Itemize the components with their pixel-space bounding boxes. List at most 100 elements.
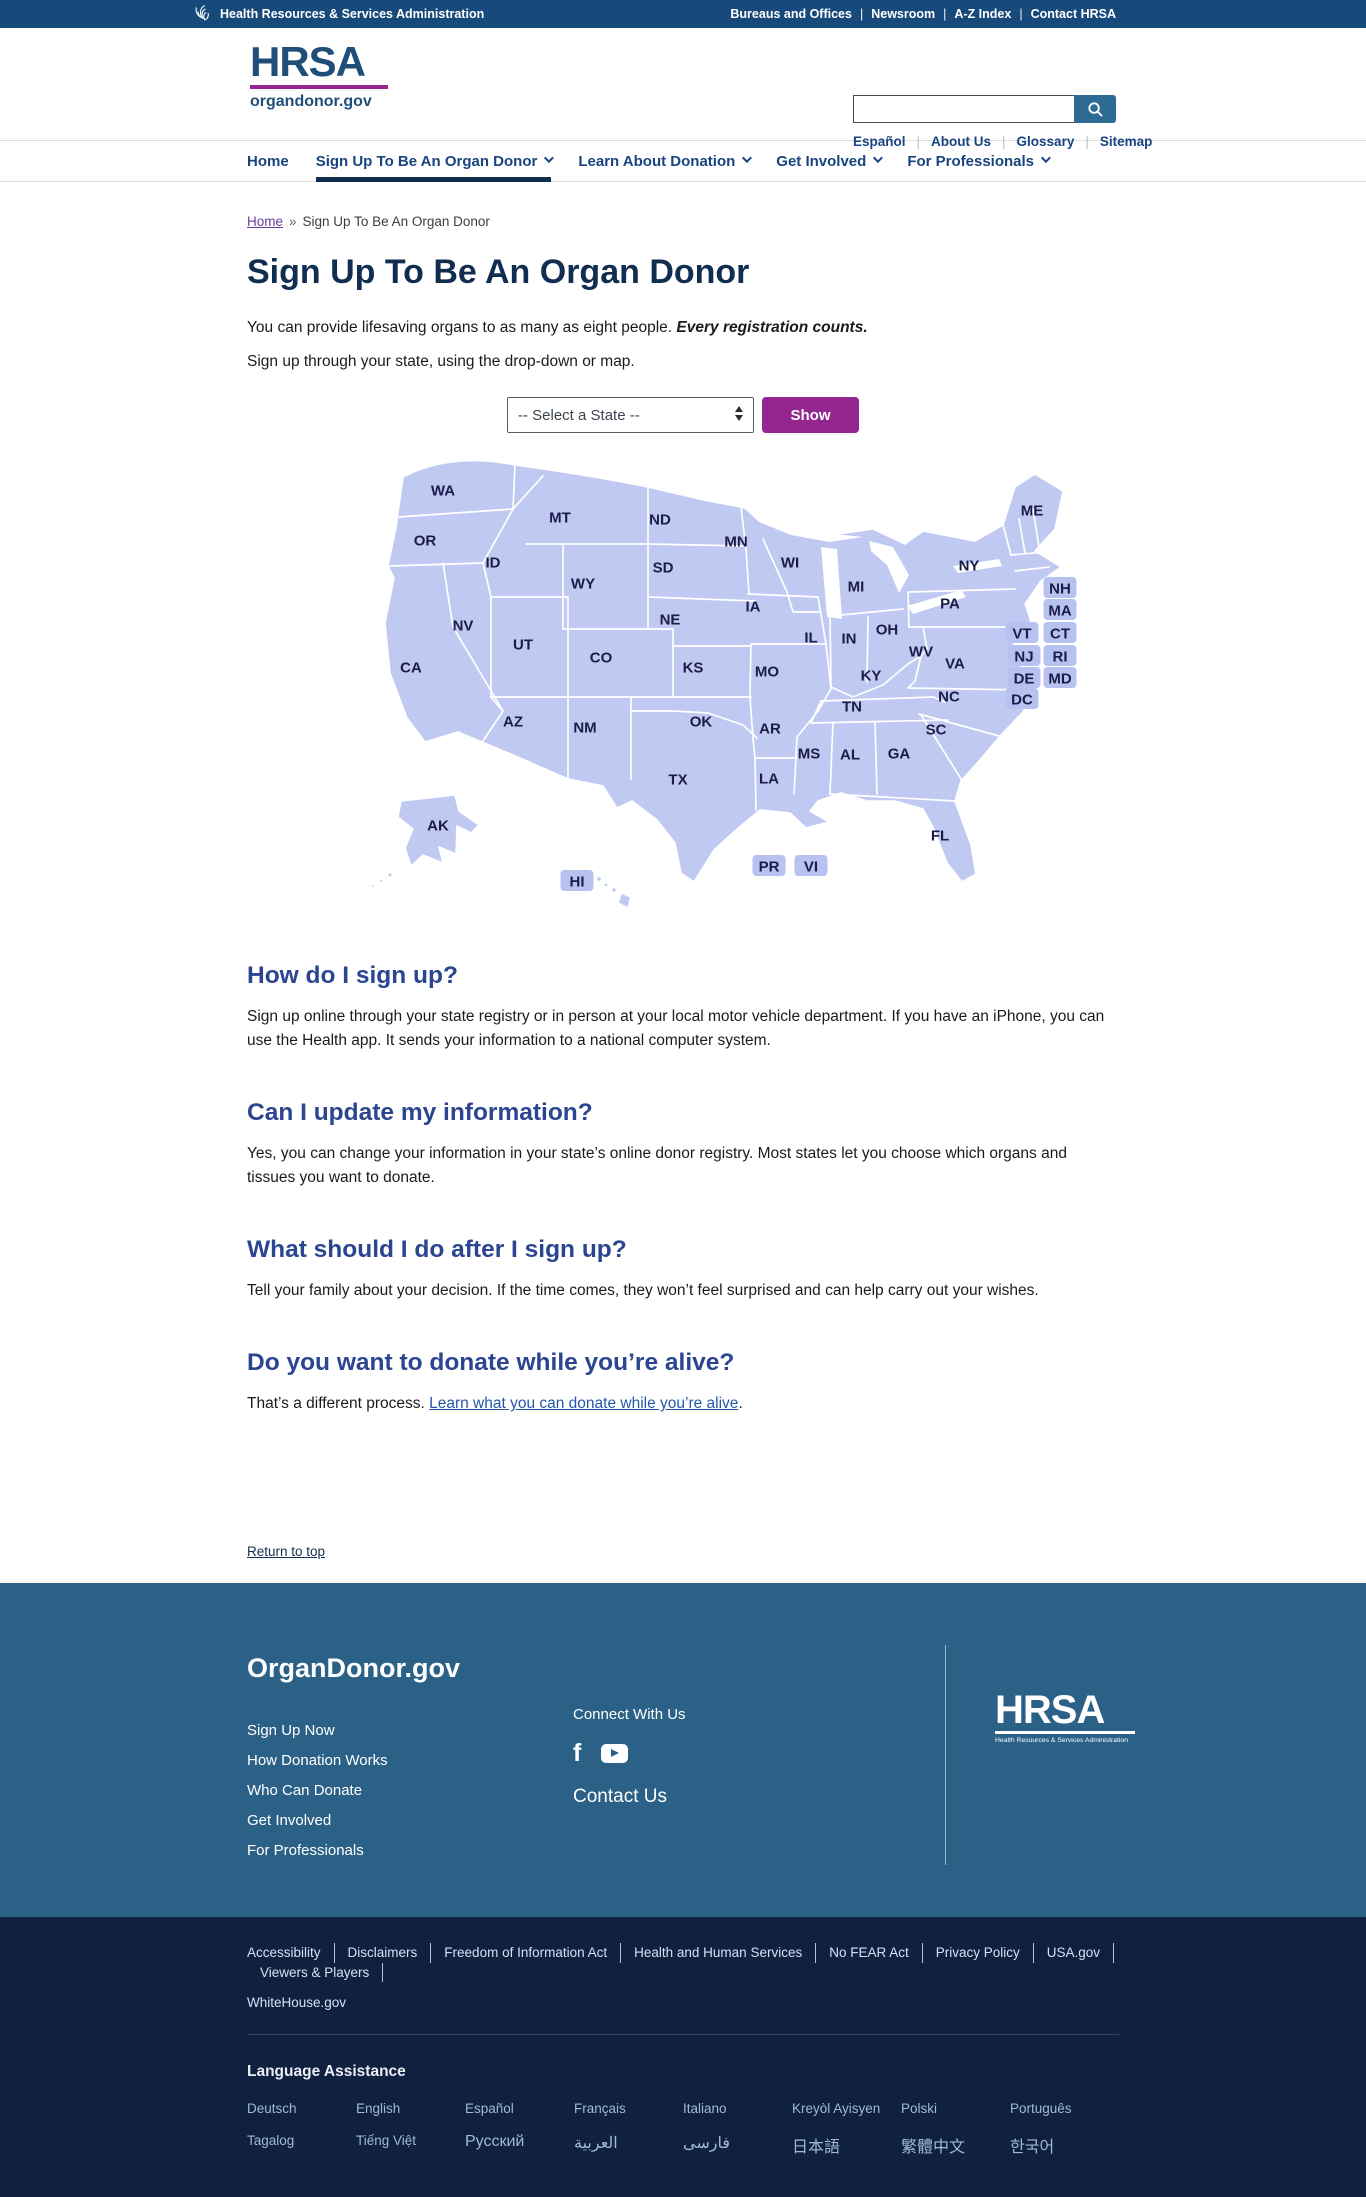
show-button[interactable]: Show	[762, 397, 859, 434]
state-FL[interactable]: FL	[931, 828, 949, 845]
state-VT[interactable]: VT	[1005, 622, 1039, 644]
state-ID[interactable]: ID	[486, 555, 501, 572]
state-NH[interactable]: NH	[1043, 577, 1077, 599]
footer-link-how-donation-works[interactable]: How Donation Works	[247, 1752, 388, 1770]
state-MI[interactable]: MI	[848, 579, 865, 596]
state-IA[interactable]: IA	[746, 599, 761, 616]
language-link-11[interactable]: العربية	[574, 2135, 618, 2153]
state-AL[interactable]: AL	[840, 747, 860, 764]
state-PR[interactable]: PR	[752, 855, 786, 877]
state-OR[interactable]: OR	[414, 533, 437, 550]
search-button[interactable]	[1074, 95, 1116, 123]
state-PA[interactable]: PA	[940, 596, 960, 613]
contact-us-link[interactable]: Contact Us	[573, 1786, 667, 1808]
language-link-6[interactable]: Polski	[901, 2101, 938, 2117]
language-link-8[interactable]: Tagalog	[247, 2133, 295, 2149]
language-link-5[interactable]: Kreyòl Ayisyen	[792, 2101, 881, 2117]
language-link-4[interactable]: Italiano	[683, 2101, 727, 2117]
state-ND[interactable]: ND	[649, 512, 671, 529]
language-link-1[interactable]: English	[356, 2101, 401, 2117]
state-CO[interactable]: CO	[590, 650, 613, 667]
legal-link-health-and-human-services[interactable]: Health and Human Services	[621, 1943, 817, 1963]
utility-link-glossary[interactable]: Glossary	[1016, 134, 1075, 149]
language-link-10[interactable]: Русский	[465, 2133, 525, 2151]
topbar-link-a-z-index[interactable]: A-Z Index	[954, 7, 1012, 21]
nav-item-sign-up-to-be-an-organ-donor[interactable]: Sign Up To Be An Organ Donor	[315, 141, 555, 182]
state-DE[interactable]: DE	[1007, 667, 1041, 689]
language-link-14[interactable]: 繁體中文	[901, 2139, 966, 2157]
language-link-2[interactable]: Español	[465, 2101, 514, 2117]
state-MS[interactable]: MS	[798, 746, 821, 763]
state-DC[interactable]: DC	[1005, 688, 1039, 710]
nav-item-get-involved[interactable]: Get Involved	[776, 141, 884, 181]
legal-link-usa-gov[interactable]: USA.gov	[1034, 1943, 1115, 1963]
hrsa-footer-logo[interactable]: HRSA Health Resources & Services Adminis…	[995, 1690, 1135, 1744]
hawaii-islands[interactable]	[595, 875, 632, 910]
topbar-link-bureaus-and-offices[interactable]: Bureaus and Offices	[730, 7, 852, 21]
state-KS[interactable]: KS	[683, 660, 704, 677]
state-NJ[interactable]: NJ	[1007, 645, 1041, 667]
legal-link-viewers-players[interactable]: Viewers & Players	[247, 1962, 384, 1983]
legal-link-no-fear-act[interactable]: No FEAR Act	[816, 1943, 923, 1963]
alaska-shape[interactable]	[397, 794, 481, 868]
state-AK[interactable]: AK	[427, 818, 449, 835]
footer-link-get-involved[interactable]: Get Involved	[247, 1812, 332, 1830]
nav-item-home[interactable]: Home	[247, 141, 289, 181]
legal-link-privacy-policy[interactable]: Privacy Policy	[923, 1943, 1034, 1963]
state-NE[interactable]: NE	[660, 612, 681, 629]
state-UT[interactable]: UT	[513, 637, 533, 654]
state-CA[interactable]: CA	[400, 660, 422, 677]
state-NV[interactable]: NV	[453, 618, 474, 635]
state-AR[interactable]: AR	[759, 721, 781, 738]
utility-link-espa-ol[interactable]: Español	[853, 134, 906, 149]
state-OK[interactable]: OK	[690, 714, 713, 731]
state-GA[interactable]: GA	[888, 746, 911, 763]
return-to-top-link[interactable]: Return to top	[247, 1544, 326, 1560]
language-link-7[interactable]: Português	[1010, 2101, 1072, 2117]
state-TX[interactable]: TX	[668, 772, 687, 789]
topbar-link-newsroom[interactable]: Newsroom	[871, 7, 936, 21]
legal-link-accessibility[interactable]: Accessibility	[247, 1943, 335, 1963]
utility-link-sitemap[interactable]: Sitemap	[1099, 134, 1153, 149]
nav-item-for-professionals[interactable]: For Professionals	[907, 141, 1051, 181]
breadcrumb-home-link[interactable]: Home	[247, 214, 284, 229]
state-VA[interactable]: VA	[945, 656, 965, 673]
state-IL[interactable]: IL	[804, 630, 817, 647]
state-ME[interactable]: ME	[1021, 503, 1044, 520]
state-NY[interactable]: NY	[959, 558, 980, 575]
state-MT[interactable]: MT	[549, 510, 571, 527]
legal-link-whitehouse-gov[interactable]: WhiteHouse.gov	[247, 1995, 347, 2011]
search-input[interactable]	[853, 95, 1074, 123]
state-WY[interactable]: WY	[571, 576, 595, 593]
state-KY[interactable]: KY	[861, 668, 882, 685]
state-OH[interactable]: OH	[876, 622, 899, 639]
state-NC[interactable]: NC	[938, 689, 960, 706]
state-MA[interactable]: MA	[1043, 599, 1077, 621]
language-link-3[interactable]: Français	[574, 2101, 626, 2117]
topbar-link-contact-hrsa[interactable]: Contact HRSA	[1030, 7, 1116, 21]
site-logo[interactable]: HRSA organdonor.gov	[250, 41, 388, 111]
utility-link-about-us[interactable]: About Us	[931, 134, 992, 149]
footer-link-who-can-donate[interactable]: Who Can Donate	[247, 1782, 363, 1800]
language-link-0[interactable]: Deutsch	[247, 2101, 297, 2117]
state-select[interactable]: -- Select a State --	[507, 397, 754, 434]
state-CT[interactable]: CT	[1043, 622, 1077, 644]
nav-item-learn-about-donation[interactable]: Learn About Donation	[578, 141, 753, 181]
state-IN[interactable]: IN	[842, 631, 857, 648]
state-NM[interactable]: NM	[573, 720, 596, 737]
state-LA[interactable]: LA	[759, 771, 779, 788]
state-MO[interactable]: MO	[755, 664, 779, 681]
legal-link-disclaimers[interactable]: Disclaimers	[335, 1943, 432, 1963]
youtube-icon[interactable]	[601, 1743, 629, 1763]
state-RI[interactable]: RI	[1043, 645, 1077, 667]
state-MN[interactable]: MN	[724, 534, 747, 551]
language-link-9[interactable]: Tiếng Việt	[356, 2133, 417, 2149]
legal-link-freedom-of-information-act[interactable]: Freedom of Information Act	[431, 1943, 622, 1963]
state-SD[interactable]: SD	[653, 560, 674, 577]
language-link-13[interactable]: 日本語	[792, 2139, 841, 2157]
living-donation-link[interactable]: Learn what you can donate while you’re a…	[429, 1395, 739, 1413]
language-link-15[interactable]: 한국어	[1010, 2139, 1055, 2157]
state-MD[interactable]: MD	[1043, 667, 1077, 689]
state-HI[interactable]: HI	[560, 870, 594, 892]
state-TN[interactable]: TN	[842, 699, 862, 716]
